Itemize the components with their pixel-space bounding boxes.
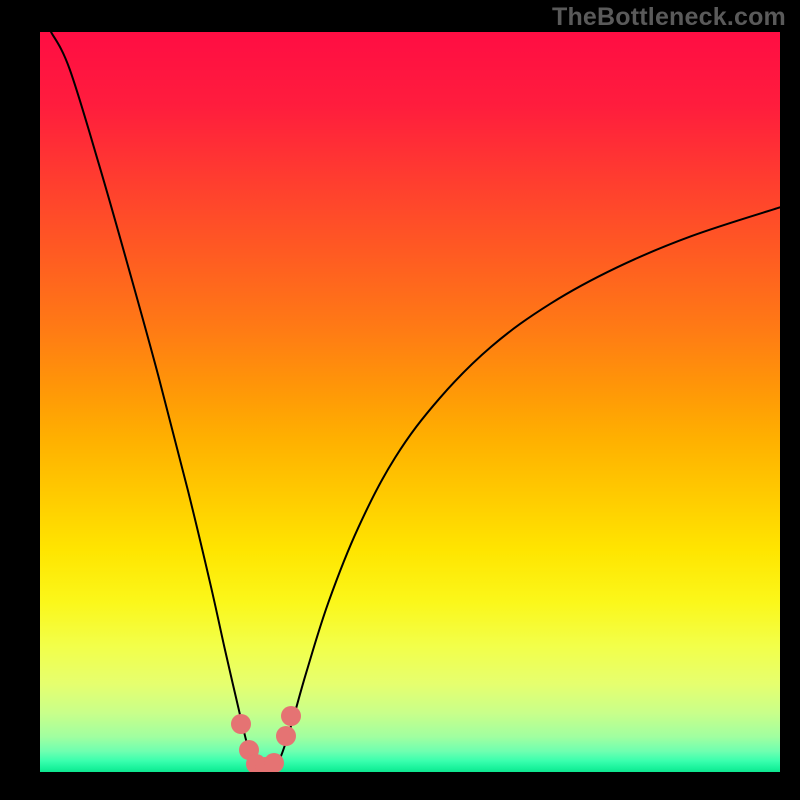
- plot-area: [40, 32, 780, 772]
- data-marker: [231, 714, 251, 734]
- data-marker: [276, 726, 296, 746]
- data-marker: [264, 753, 284, 772]
- marker-layer: [40, 32, 780, 772]
- data-marker: [281, 706, 301, 726]
- watermark-text: TheBottleneck.com: [552, 3, 786, 32]
